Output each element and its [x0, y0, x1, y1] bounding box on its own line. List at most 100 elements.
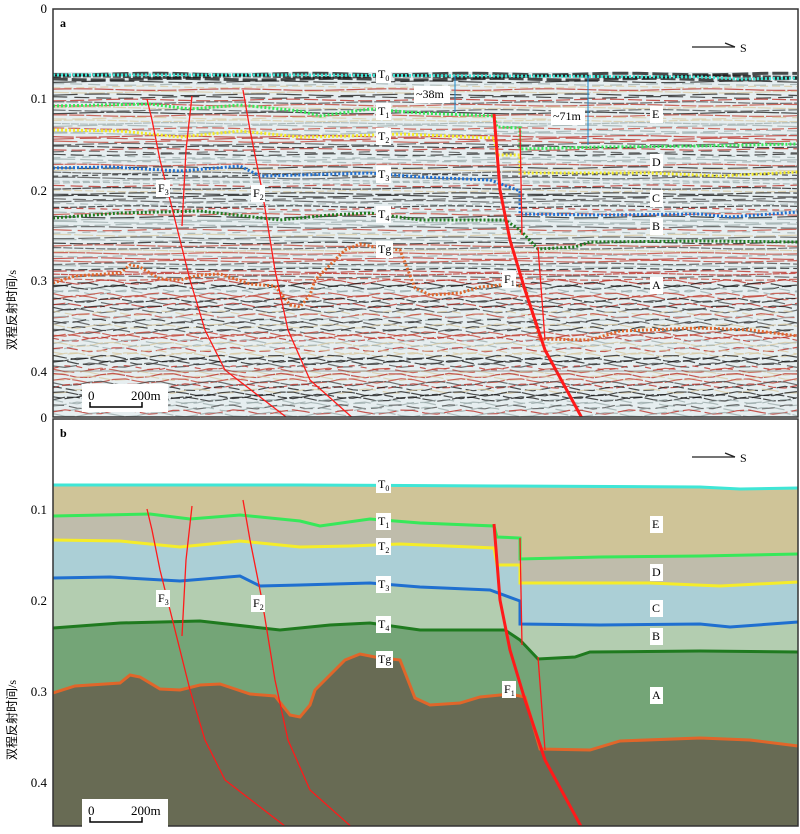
fault-label-a: F3: [156, 590, 170, 607]
seismic-reflector: [53, 411, 798, 417]
seismic-reflector: [53, 71, 798, 77]
fault-label-b: F2: [251, 185, 265, 202]
seismic-reflector: [53, 238, 798, 242]
unit-fill-basement: [53, 654, 798, 826]
svg-text:T1: T1: [378, 104, 389, 120]
panel-b-label: b: [60, 426, 67, 440]
horizon-T1-dotted: [53, 102, 798, 151]
seismic-reflector: [53, 225, 798, 229]
y-axis-label-a: 双程反射时间/s: [4, 270, 19, 350]
panel-a-seismic-profile: a: [52, 8, 799, 418]
unit-label-b: E: [650, 106, 663, 123]
seismic-reflector: [53, 76, 798, 82]
horizon-T3-dotted: [53, 164, 798, 219]
seismic-reflector: [53, 246, 798, 250]
y-tick-b: 0.4: [31, 775, 48, 790]
seismic-reflector: [53, 228, 798, 232]
horizon-T3-line: [53, 574, 798, 629]
horizon-label-a: T2: [376, 538, 391, 555]
fault-lines-b: [146, 499, 583, 826]
horizon-label-b: T1: [376, 103, 391, 120]
horizon-label-b: T4: [376, 206, 391, 223]
unit-label-b: D: [650, 154, 663, 171]
seismic-reflector: [53, 380, 798, 387]
scale-bar-icon: [89, 817, 143, 823]
seismic-reflector: [53, 114, 798, 118]
seismic-reflector: [53, 377, 798, 384]
y-axis-label-b: 双程反射时间/s: [4, 680, 19, 760]
unit-label-a: E: [650, 516, 663, 533]
fault-F2-line: [242, 499, 352, 826]
fault-F1-secondary-2-line: [537, 246, 546, 341]
direction-label-b: S: [740, 451, 747, 465]
seismic-reflector: [53, 270, 797, 274]
svg-text:F3: F3: [158, 181, 169, 197]
seismic-reflector: [53, 323, 798, 330]
seismic-reflector: [53, 320, 798, 327]
seismic-reflector: [53, 121, 798, 125]
svg-text:T3: T3: [378, 167, 389, 183]
seismic-reflector: [53, 388, 797, 395]
seismic-reflector: [53, 124, 798, 128]
horizon-label-a: T4: [376, 616, 391, 633]
seismic-reflector: [53, 259, 798, 263]
seismic-reflector: [53, 137, 798, 141]
horizon-T0-dotted: [53, 73, 798, 81]
horizon-T4-dotted: [53, 209, 798, 251]
seismic-reflector: [53, 254, 798, 258]
horizon-label-b: T2: [376, 128, 391, 145]
svg-text:T3: T3: [378, 577, 389, 593]
svg-text:B: B: [652, 629, 660, 643]
seismic-reflector: [53, 179, 798, 183]
seismic-reflector: [53, 82, 798, 86]
seismic-reflector: [53, 168, 798, 172]
horizon-label-a: T3: [376, 576, 391, 593]
svg-text:F3: F3: [158, 591, 169, 607]
svg-text:F2: F2: [253, 596, 264, 612]
seismic-reflector: [53, 331, 798, 337]
panel-a-label: a: [60, 16, 66, 30]
horizon-label-b: Tg: [376, 241, 393, 258]
svg-text:~71m: ~71m: [553, 109, 581, 123]
fault-label-b: F1: [502, 271, 516, 288]
seismic-reflector: [53, 223, 798, 227]
seismic-reflector: [53, 220, 798, 224]
panel-b-frame: [52, 418, 799, 827]
fault-F2-line: [242, 89, 353, 417]
seismic-reflector: [53, 171, 798, 175]
seismic-reflector: [53, 251, 798, 255]
svg-text:~38m: ~38m: [416, 87, 444, 101]
seismic-reflector: [53, 310, 798, 317]
seismic-reflector: [53, 231, 798, 235]
thickness-label: ~38m: [414, 86, 450, 103]
direction-label-a: S: [740, 41, 747, 55]
svg-text:T2: T2: [378, 539, 389, 555]
scale-start: 0: [88, 388, 95, 403]
fault-label-b: F3: [156, 180, 170, 197]
seismic-reflector: [53, 233, 798, 237]
unit-label-a: A: [650, 687, 663, 704]
horizon-label-b: T3: [376, 166, 391, 183]
seismic-reflector: [53, 153, 798, 157]
seismic-reflector: [53, 218, 798, 222]
seismic-reflection-texture: [53, 71, 798, 417]
seismic-reflector: [53, 367, 798, 374]
stratigraphic-unit-fills: [53, 485, 798, 826]
fault-lines-a: [146, 89, 584, 417]
seismic-reflector: [53, 244, 798, 248]
seismic-reflector: [53, 202, 798, 206]
seismic-reflector: [53, 241, 798, 245]
svg-text:C: C: [652, 191, 660, 205]
unit-label-b: B: [650, 218, 663, 235]
seismic-reflector: [53, 132, 798, 136]
svg-text:T1: T1: [378, 514, 389, 530]
unit-label-a: C: [650, 600, 663, 617]
svg-text:T0: T0: [378, 477, 389, 493]
svg-text:T2: T2: [378, 129, 389, 145]
horizon-label-a: Tg: [376, 651, 393, 668]
horizon-label-a: T1: [376, 513, 391, 530]
svg-text:A: A: [652, 278, 661, 292]
scale-start: 0: [88, 803, 95, 818]
